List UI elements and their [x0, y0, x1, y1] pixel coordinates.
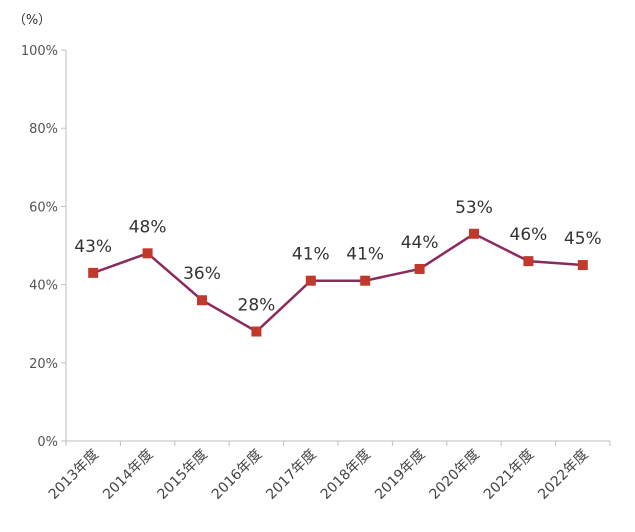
y-tick-label: 0% — [37, 435, 58, 450]
data-point — [523, 256, 534, 267]
data-label: 53% — [455, 198, 493, 218]
x-tick-label: 2018年度 — [318, 447, 374, 503]
data-point — [360, 275, 371, 286]
data-labels: 43% 48% 36% 28% 41% 41% 44% 53% 46% 45% — [74, 198, 601, 316]
y-tick-label: 80% — [29, 122, 58, 137]
unit-label: （%） — [13, 13, 51, 28]
data-point — [469, 228, 479, 239]
axes: 0% 20% 40% 60% 80% 100% 2013年度2014年度2015年度2016… — [21, 44, 611, 503]
data-point — [88, 267, 99, 278]
data-point — [577, 260, 588, 271]
y-tick-label: 100% — [21, 44, 58, 59]
data-label: 45% — [564, 229, 602, 249]
x-tick-label: 2020年度 — [427, 447, 483, 503]
x-tick-label: 2015年度 — [155, 447, 211, 503]
data-point — [251, 326, 262, 337]
data-label: 36% — [183, 264, 221, 284]
y-tick-label: 60% — [29, 200, 58, 215]
data-label: 48% — [129, 217, 167, 237]
data-label: 46% — [510, 225, 548, 245]
data-label: 41% — [346, 245, 384, 265]
data-label: 41% — [292, 245, 330, 265]
series-group — [88, 228, 588, 337]
y-tick-label: 40% — [29, 279, 58, 294]
data-point — [305, 275, 316, 286]
x-tick-label: 2021年度 — [481, 447, 537, 503]
data-label: 43% — [74, 237, 112, 257]
x-tick-label: 2017年度 — [263, 447, 319, 503]
data-point — [414, 263, 425, 274]
x-tick-label: 2014年度 — [100, 447, 156, 503]
x-tick-label: 2022年度 — [535, 447, 591, 503]
x-tick-label: 2016年度 — [209, 447, 265, 503]
data-point — [142, 248, 153, 259]
series-line — [92, 232, 583, 334]
data-label: 44% — [401, 233, 439, 253]
x-tick-label: 2013年度 — [46, 447, 102, 503]
data-label: 28% — [238, 296, 276, 316]
x-tick-label: 2019年度 — [372, 447, 428, 503]
data-point — [197, 295, 207, 306]
y-tick-label: 20% — [29, 357, 58, 372]
